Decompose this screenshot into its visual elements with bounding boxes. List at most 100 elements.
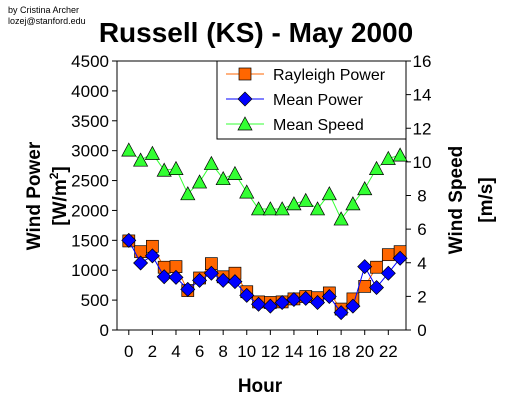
mean-speed-point xyxy=(250,201,267,216)
y-right-label-group: Wind Speed [m/s] xyxy=(446,146,497,255)
marks-group xyxy=(121,142,408,321)
rayleigh-power-point xyxy=(370,260,383,274)
mean-power-point xyxy=(333,305,349,321)
mean-speed-point xyxy=(203,155,219,170)
mean-speed-point xyxy=(227,165,243,180)
mean-power-point xyxy=(121,232,137,248)
mean-power-point xyxy=(392,250,408,266)
legend-mean-power-marker xyxy=(237,91,253,107)
legend: Rayleigh Power Mean Power Mean Speed xyxy=(216,60,407,140)
mean-power-point xyxy=(180,281,196,297)
legend-mean-speed-label: Mean Speed xyxy=(273,117,364,134)
x-tick-label: 8 xyxy=(218,342,227,361)
y-right-tick-label: 4 xyxy=(417,254,426,273)
mean-power-point xyxy=(156,269,172,285)
x-tick-label: 12 xyxy=(261,342,280,361)
mean-power-point xyxy=(239,287,255,303)
credit-author: by Cristina Archer xyxy=(8,5,79,15)
x-tick-label: 4 xyxy=(171,342,180,361)
mean-speed-point xyxy=(298,192,314,207)
mean-speed-point xyxy=(321,186,337,201)
legend-rayleigh-power-marker xyxy=(238,67,252,81)
mean-speed-point xyxy=(368,160,385,175)
y-right-tick-label: 16 xyxy=(413,52,432,71)
x-tick-label: 14 xyxy=(284,342,303,361)
y-right-tick-label: 6 xyxy=(417,220,426,239)
mean-power-point xyxy=(380,265,396,281)
mean-speed-point xyxy=(121,142,137,157)
mean-speed-point xyxy=(286,196,302,211)
y-left-tick-label: 3000 xyxy=(71,142,109,161)
x-axis-label: Hour xyxy=(238,376,283,397)
mean-power-point xyxy=(274,295,290,310)
mean-power-point xyxy=(357,259,373,275)
mean-power-point xyxy=(203,265,219,281)
mean-power-point xyxy=(215,272,231,288)
y-right-tick-label: 14 xyxy=(413,86,432,105)
legend-items: Rayleigh Power Mean Power Mean Speed xyxy=(226,67,386,134)
mean-power-point xyxy=(227,274,243,290)
mean-speed-point xyxy=(309,201,326,216)
y-left-tick-label: 1000 xyxy=(71,261,109,280)
y-left-unit-end: ] xyxy=(50,166,71,172)
mean-speed-point xyxy=(380,150,396,165)
x-tick-label: 22 xyxy=(379,342,398,361)
y-left-label-group: Wind Power [W/m2] xyxy=(24,141,71,250)
y-left-unit-main: [W/m xyxy=(50,179,71,225)
y-left-tick-label: 4500 xyxy=(71,52,109,71)
chart-title: Russell (KS) - May 2000 xyxy=(99,17,413,48)
mean-speed-point xyxy=(274,201,290,216)
rayleigh-power-point xyxy=(381,248,395,262)
mean-power-point xyxy=(321,289,337,305)
mean-speed-point xyxy=(333,211,349,226)
mean-power-point xyxy=(133,255,149,271)
y-left-axis-label: Wind Power xyxy=(24,141,45,250)
y-right-tick-label: 2 xyxy=(417,287,426,306)
x-tick-label: 2 xyxy=(148,342,157,361)
legend-mean-speed-marker xyxy=(237,116,253,131)
y-right-tick-label: 0 xyxy=(417,321,426,340)
y-right-tick-label: 8 xyxy=(417,187,426,206)
mean-speed-point xyxy=(215,170,231,186)
y-left-tick-label: 500 xyxy=(81,291,109,310)
mean-speed-point xyxy=(133,152,149,167)
y-left-axis-unit: [W/m2] xyxy=(47,166,71,225)
y-left-tick-label: 4000 xyxy=(71,82,109,101)
mean-speed-point xyxy=(168,160,184,175)
mean-speed-point xyxy=(156,162,172,177)
mean-power-point xyxy=(310,295,326,310)
y-right-tick-label: 12 xyxy=(413,119,432,138)
x-tick-label: 0 xyxy=(124,342,133,361)
mean-power-point xyxy=(168,269,184,285)
y-right-axis-label: Wind Speed xyxy=(446,146,467,255)
y-left-tick-label: 2500 xyxy=(71,172,109,191)
mean-speed-point xyxy=(191,174,208,189)
y-left-tick-label: 0 xyxy=(100,321,109,340)
mean-speed-point xyxy=(239,184,255,199)
mean-power-point xyxy=(369,280,385,296)
credit-email: lozej@stanford.edu xyxy=(8,16,86,26)
mean-power-point xyxy=(192,272,208,288)
mean-speed-point xyxy=(345,196,361,211)
y-right-axis-unit: [m/s] xyxy=(476,177,497,222)
y-left-tick-label: 1500 xyxy=(71,231,109,250)
mean-power-point xyxy=(345,298,361,314)
mean-power-point xyxy=(286,292,302,308)
legend-mean-power-label: Mean Power xyxy=(273,92,363,109)
mean-speed-point xyxy=(144,145,160,160)
mean-speed-point xyxy=(262,201,278,216)
y-left-tick-label: 2000 xyxy=(71,201,109,220)
mean-power-point xyxy=(251,296,267,312)
axes-group: 0500100015002000250030003500400045000246… xyxy=(71,52,431,361)
x-tick-label: 20 xyxy=(355,342,374,361)
legend-rayleigh-power-label: Rayleigh Power xyxy=(273,67,386,84)
x-tick-label: 16 xyxy=(308,342,327,361)
x-tick-label: 18 xyxy=(332,342,351,361)
mean-power-point xyxy=(298,290,314,306)
mean-speed-point xyxy=(357,181,373,196)
y-left-tick-label: 3500 xyxy=(71,112,109,131)
mean-speed-point xyxy=(180,186,196,201)
mean-power-point xyxy=(144,248,160,264)
